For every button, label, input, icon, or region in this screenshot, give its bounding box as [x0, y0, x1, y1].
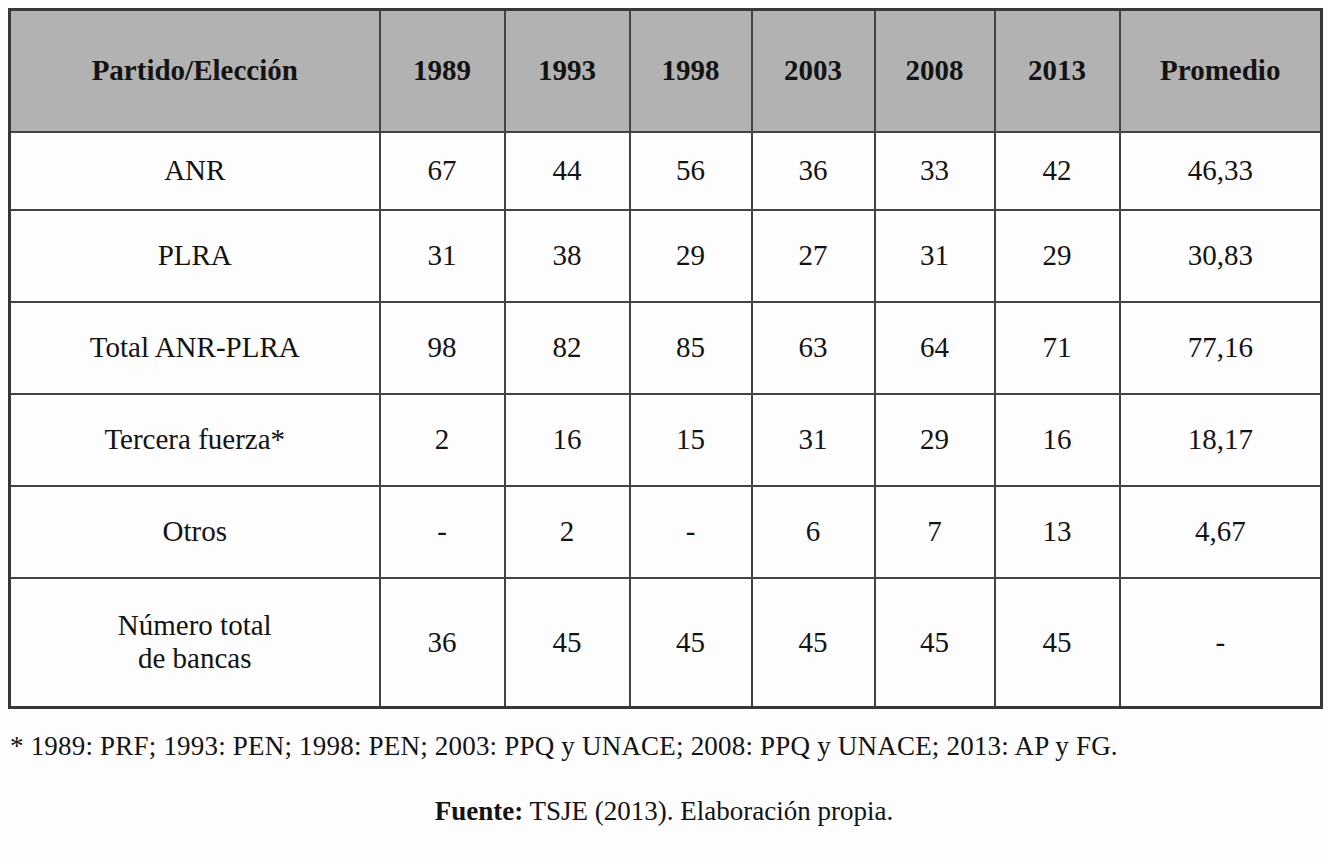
row-label: Tercera fuerza* — [10, 394, 380, 486]
source-label: Fuente: — [435, 796, 523, 826]
cell: 31 — [875, 210, 995, 302]
cell: 67 — [380, 132, 505, 210]
cell: 45 — [875, 578, 995, 708]
cell: 85 — [630, 302, 752, 394]
table-row-otros: Otros - 2 - 6 7 13 4,67 — [10, 486, 1322, 578]
column-header-1989: 1989 — [380, 10, 505, 132]
row-label: PLRA — [10, 210, 380, 302]
table-row-tercera-fuerza: Tercera fuerza* 2 16 15 31 29 16 18,17 — [10, 394, 1322, 486]
cell: 46,33 — [1120, 132, 1322, 210]
cell: 18,17 — [1120, 394, 1322, 486]
cell: 44 — [505, 132, 630, 210]
cell: 30,83 — [1120, 210, 1322, 302]
cell: 45 — [505, 578, 630, 708]
source-text: TSJE (2013). Elaboración propia. — [523, 796, 893, 826]
row-label: ANR — [10, 132, 380, 210]
cell: 15 — [630, 394, 752, 486]
cell: 2 — [380, 394, 505, 486]
cell: 2 — [505, 486, 630, 578]
cell: 56 — [630, 132, 752, 210]
cell: 42 — [995, 132, 1120, 210]
column-header-2003: 2003 — [752, 10, 875, 132]
column-header-promedio: Promedio — [1120, 10, 1322, 132]
column-header-1993: 1993 — [505, 10, 630, 132]
column-header-2013: 2013 — [995, 10, 1120, 132]
cell: 13 — [995, 486, 1120, 578]
column-header-1998: 1998 — [630, 10, 752, 132]
cell: 45 — [630, 578, 752, 708]
row-label: Número total de bancas — [10, 578, 380, 708]
cell: 29 — [995, 210, 1120, 302]
election-results-table: Partido/Elección 1989 1993 1998 2003 200… — [8, 8, 1323, 709]
table-row-total-anr-plra: Total ANR-PLRA 98 82 85 63 64 71 77,16 — [10, 302, 1322, 394]
cell: 77,16 — [1120, 302, 1322, 394]
table-footnote: * 1989: PRF; 1993: PEN; 1998: PEN; 2003:… — [10, 731, 1320, 762]
table-row-numero-total-bancas: Número total de bancas 36 45 45 45 45 45… — [10, 578, 1322, 708]
cell: 63 — [752, 302, 875, 394]
cell: 27 — [752, 210, 875, 302]
header-row: Partido/Elección 1989 1993 1998 2003 200… — [10, 10, 1322, 132]
cell: 16 — [995, 394, 1120, 486]
cell: 36 — [752, 132, 875, 210]
cell: 29 — [630, 210, 752, 302]
column-header-2008: 2008 — [875, 10, 995, 132]
cell: 33 — [875, 132, 995, 210]
cell: 6 — [752, 486, 875, 578]
cell: 31 — [380, 210, 505, 302]
cell: 31 — [752, 394, 875, 486]
cell: 38 — [505, 210, 630, 302]
row-label: Otros — [10, 486, 380, 578]
row-label: Total ANR-PLRA — [10, 302, 380, 394]
column-header-partido: Partido/Elección — [10, 10, 380, 132]
cell: 82 — [505, 302, 630, 394]
cell: - — [380, 486, 505, 578]
cell: 16 — [505, 394, 630, 486]
table-row-plra: PLRA 31 38 29 27 31 29 30,83 — [10, 210, 1322, 302]
cell: - — [1120, 578, 1322, 708]
cell: 7 — [875, 486, 995, 578]
cell: 64 — [875, 302, 995, 394]
cell: 4,67 — [1120, 486, 1322, 578]
table-row-anr: ANR 67 44 56 36 33 42 46,33 — [10, 132, 1322, 210]
cell: 45 — [752, 578, 875, 708]
page: Partido/Elección 1989 1993 1998 2003 200… — [0, 0, 1328, 864]
cell: 71 — [995, 302, 1120, 394]
cell: 29 — [875, 394, 995, 486]
cell: - — [630, 486, 752, 578]
cell: 45 — [995, 578, 1120, 708]
source-line: Fuente: TSJE (2013). Elaboración propia. — [8, 796, 1320, 827]
cell: 98 — [380, 302, 505, 394]
cell: 36 — [380, 578, 505, 708]
